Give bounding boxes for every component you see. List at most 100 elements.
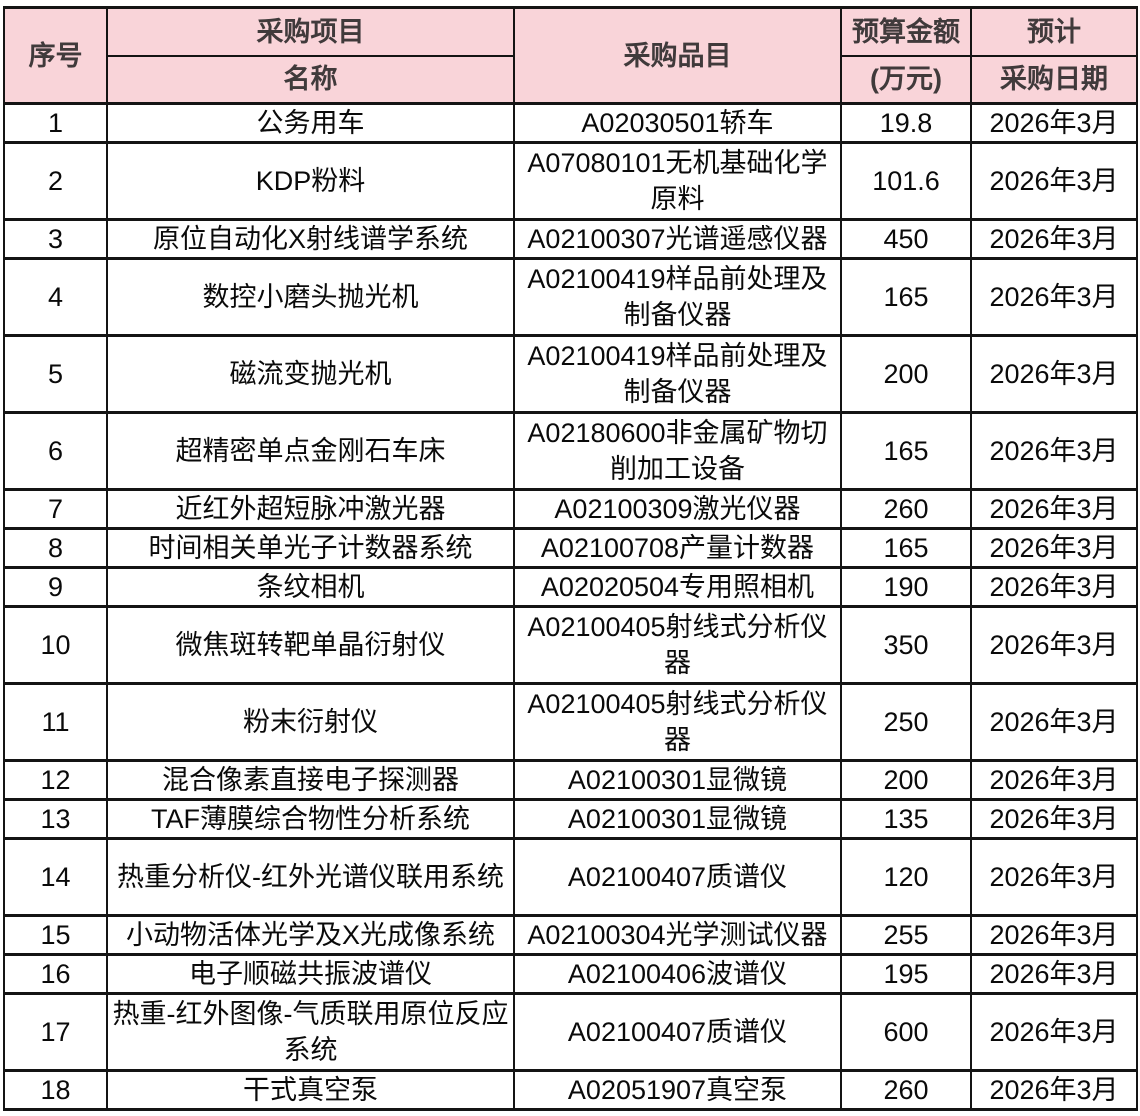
seq-cell: 16: [3, 953, 108, 995]
project-name-cell: 近红外超短脉冲激光器: [106, 488, 515, 530]
budget-cell: 190: [840, 566, 972, 608]
item-cell: A02100405射线式分析仪器: [513, 605, 842, 685]
date-cell: 2026年3月: [970, 992, 1138, 1072]
project-name-cell: 条纹相机: [106, 566, 515, 608]
project-name-cell: 干式真空泵: [106, 1069, 515, 1111]
table-row: 3 原位自动化X射线谱学系统 A02100307光谱遥感仪器 450 2026年…: [3, 218, 1138, 260]
item-cell: A02180600非金属矿物切削加工设备: [513, 411, 842, 491]
seq-cell: 7: [3, 488, 108, 530]
budget-cell: 195: [840, 953, 972, 995]
project-name-cell: KDP粉料: [106, 141, 515, 221]
item-cell: A02100301显微镜: [513, 759, 842, 801]
budget-cell: 101.6: [840, 141, 972, 221]
date-cell: 2026年3月: [970, 488, 1138, 530]
project-name-cell: 粉末衍射仪: [106, 682, 515, 762]
header-date-line2: 采购日期: [970, 54, 1138, 105]
budget-cell: 165: [840, 257, 972, 337]
header-budget-line2: (万元): [840, 54, 972, 105]
date-cell: 2026年3月: [970, 798, 1138, 840]
budget-cell: 250: [840, 682, 972, 762]
item-cell: A02100301显微镜: [513, 798, 842, 840]
seq-cell: 13: [3, 798, 108, 840]
seq-cell: 17: [3, 992, 108, 1072]
table-row: 5 磁流变抛光机 A02100419样品前处理及制备仪器 200 2026年3月: [3, 334, 1138, 414]
budget-cell: 165: [840, 527, 972, 569]
date-cell: 2026年3月: [970, 605, 1138, 685]
table-row: 9 条纹相机 A02020504专用照相机 190 2026年3月: [3, 566, 1138, 608]
budget-cell: 450: [840, 218, 972, 260]
budget-cell: 200: [840, 334, 972, 414]
seq-cell: 5: [3, 334, 108, 414]
date-cell: 2026年3月: [970, 102, 1138, 144]
project-name-cell: 热重分析仪-红外光谱仪联用系统: [106, 837, 515, 917]
item-cell: A02100708产量计数器: [513, 527, 842, 569]
header-project-line1: 采购项目: [106, 6, 515, 57]
header-row-1: 序号 采购项目 采购品目 预算金额 预计: [3, 6, 1138, 105]
budget-cell: 200: [840, 759, 972, 801]
procurement-table: 序号 采购项目 采购品目 预算金额 预计 名称 (万元) 采购日期 1 公务用车…: [3, 6, 1138, 1111]
item-cell: A02051907真空泵: [513, 1069, 842, 1111]
seq-cell: 9: [3, 566, 108, 608]
item-cell: A02100405射线式分析仪器: [513, 682, 842, 762]
seq-cell: 11: [3, 682, 108, 762]
item-cell: A02100406波谱仪: [513, 953, 842, 995]
date-cell: 2026年3月: [970, 566, 1138, 608]
project-name-cell: 混合像素直接电子探测器: [106, 759, 515, 801]
table-row: 4 数控小磨头抛光机 A02100419样品前处理及制备仪器 165 2026年…: [3, 257, 1138, 337]
seq-cell: 8: [3, 527, 108, 569]
date-cell: 2026年3月: [970, 218, 1138, 260]
table-row: 17 热重-红外图像-气质联用原位反应系统 A02100407质谱仪 600 2…: [3, 992, 1138, 1072]
seq-cell: 14: [3, 837, 108, 917]
seq-cell: 15: [3, 914, 108, 956]
date-cell: 2026年3月: [970, 953, 1138, 995]
table-row: 7 近红外超短脉冲激光器 A02100309激光仪器 260 2026年3月: [3, 488, 1138, 530]
seq-cell: 18: [3, 1069, 108, 1111]
seq-cell: 4: [3, 257, 108, 337]
header-item: 采购品目: [513, 6, 842, 105]
date-cell: 2026年3月: [970, 914, 1138, 956]
seq-cell: 2: [3, 141, 108, 221]
budget-cell: 165: [840, 411, 972, 491]
budget-cell: 120: [840, 837, 972, 917]
table-row: 16 电子顺磁共振波谱仪 A02100406波谱仪 195 2026年3月: [3, 953, 1138, 995]
seq-cell: 10: [3, 605, 108, 685]
table-header: 序号 采购项目 采购品目 预算金额 预计 名称 (万元) 采购日期: [3, 6, 1138, 105]
table-row: 14 热重分析仪-红外光谱仪联用系统 A02100407质谱仪 120 2026…: [3, 837, 1138, 917]
seq-cell: 12: [3, 759, 108, 801]
table-row: 1 公务用车 A02030501轿车 19.8 2026年3月: [3, 102, 1138, 144]
item-cell: A02100407质谱仪: [513, 837, 842, 917]
budget-cell: 260: [840, 1069, 972, 1111]
item-cell: A02020504专用照相机: [513, 566, 842, 608]
seq-cell: 6: [3, 411, 108, 491]
date-cell: 2026年3月: [970, 141, 1138, 221]
table-row: 8 时间相关单光子计数器系统 A02100708产量计数器 165 2026年3…: [3, 527, 1138, 569]
budget-cell: 255: [840, 914, 972, 956]
table-row: 12 混合像素直接电子探测器 A02100301显微镜 200 2026年3月: [3, 759, 1138, 801]
date-cell: 2026年3月: [970, 257, 1138, 337]
header-date-line1: 预计: [970, 6, 1138, 57]
project-name-cell: 电子顺磁共振波谱仪: [106, 953, 515, 995]
header-project-line2: 名称: [106, 54, 515, 105]
item-cell: A02100419样品前处理及制备仪器: [513, 334, 842, 414]
table-body: 1 公务用车 A02030501轿车 19.8 2026年3月 2 KDP粉料 …: [3, 102, 1138, 1111]
date-cell: 2026年3月: [970, 837, 1138, 917]
project-name-cell: 原位自动化X射线谱学系统: [106, 218, 515, 260]
table-row: 10 微焦斑转靶单晶衍射仪 A02100405射线式分析仪器 350 2026年…: [3, 605, 1138, 685]
seq-cell: 1: [3, 102, 108, 144]
project-name-cell: 超精密单点金刚石车床: [106, 411, 515, 491]
project-name-cell: 时间相关单光子计数器系统: [106, 527, 515, 569]
project-name-cell: 数控小磨头抛光机: [106, 257, 515, 337]
project-name-cell: TAF薄膜综合物性分析系统: [106, 798, 515, 840]
seq-cell: 3: [3, 218, 108, 260]
table-row: 2 KDP粉料 A07080101无机基础化学原料 101.6 2026年3月: [3, 141, 1138, 221]
budget-cell: 135: [840, 798, 972, 840]
date-cell: 2026年3月: [970, 682, 1138, 762]
project-name-cell: 磁流变抛光机: [106, 334, 515, 414]
item-cell: A02030501轿车: [513, 102, 842, 144]
header-budget-line1: 预算金额: [840, 6, 972, 57]
date-cell: 2026年3月: [970, 759, 1138, 801]
date-cell: 2026年3月: [970, 1069, 1138, 1111]
table-row: 11 粉末衍射仪 A02100405射线式分析仪器 250 2026年3月: [3, 682, 1138, 762]
budget-cell: 260: [840, 488, 972, 530]
project-name-cell: 微焦斑转靶单晶衍射仪: [106, 605, 515, 685]
